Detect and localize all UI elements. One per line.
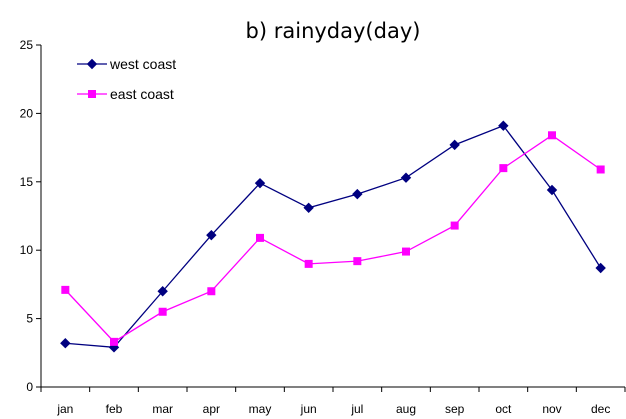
legend-label: east coast [110,86,174,102]
y-tick-label: 5 [26,312,33,326]
data-point-east-coast [450,221,459,230]
x-tick-label: jun [300,402,317,416]
data-point-east-coast [207,287,216,296]
y-axis-ticks: 0 5 10 15 20 25 [20,38,41,394]
y-tick-label: 20 [20,106,34,120]
x-tick-label: may [249,402,272,416]
legend: west coast east coast [77,56,176,102]
data-point-west-coast [498,120,509,131]
x-tick-label: jan [56,402,73,416]
data-point-west-coast [595,262,606,274]
legend-entry-east-coast: east coast [77,86,174,102]
legend-marker-west-coast [86,58,98,70]
series-line-east-coast [64,134,602,343]
data-point-west-coast [157,286,168,297]
data-point-west-coast [400,172,412,183]
data-point-west-coast [303,202,314,213]
data-point-east-coast [499,164,508,173]
data-point-west-coast [206,229,217,241]
x-tick-label: aug [396,402,416,416]
y-tick-label: 0 [26,380,33,394]
y-tick-label: 15 [20,175,34,189]
x-tick-label: dec [591,402,610,416]
x-tick-label: jul [350,402,363,416]
data-point-east-coast [548,131,556,140]
data-point-east-coast [256,233,264,242]
data-point-east-coast [110,337,118,346]
y-tick-label: 25 [20,38,34,52]
x-tick-label: apr [203,402,220,416]
data-point-east-coast [402,247,410,256]
legend-label: west coast [109,56,176,72]
data-point-east-coast [158,307,167,316]
data-point-east-coast [61,285,70,294]
series-lines [64,124,602,349]
x-tick-label: sep [445,402,465,416]
legend-marker-east-coast [88,90,96,98]
data-point-east-coast [596,165,605,174]
x-tick-label: feb [106,402,123,416]
data-point-east-coast [353,257,362,266]
chart-title: b) rainyday(day) [246,19,421,43]
data-point-west-coast [546,184,558,196]
data-point-west-coast [449,139,460,151]
data-point-west-coast [254,177,266,189]
y-tick-label: 10 [20,243,34,257]
legend-entry-west-coast: west coast [77,56,176,72]
series-markers [60,120,606,353]
series-line-west-coast [65,124,602,349]
data-point-west-coast [60,338,71,349]
x-axis-ticks: jan feb mar apr may jun jul aug sep oct nov dec [40,387,626,416]
data-point-east-coast [304,259,313,268]
x-tick-label: mar [152,402,173,416]
data-point-west-coast [352,188,363,200]
x-tick-label: oct [495,402,512,416]
x-tick-label: nov [542,402,561,416]
